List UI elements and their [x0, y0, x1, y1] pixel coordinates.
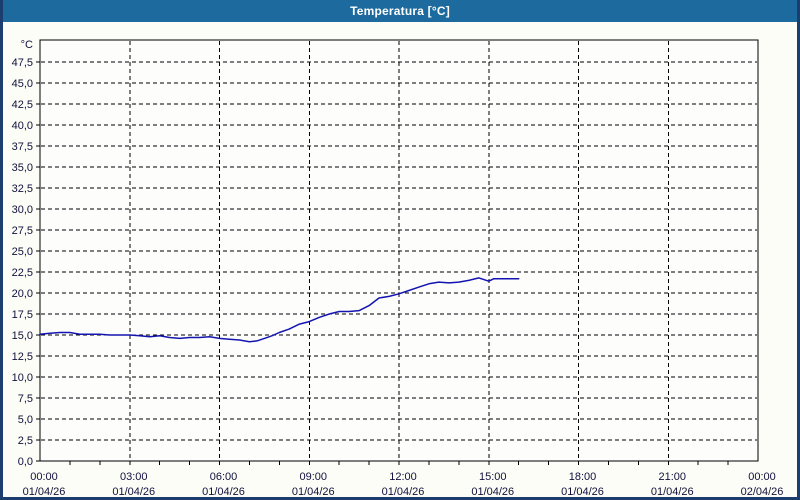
y-tick-label: 45,0	[12, 78, 33, 90]
x-labels: 00:00 01/04/26 03:00 01/04/26 06:00 01/04/26 0…	[23, 471, 784, 497]
x-tick-date-label: 01/04/26	[112, 486, 155, 497]
y-tick-label: 2,5	[18, 435, 33, 447]
x-tick-date-label: 01/04/26	[471, 486, 514, 497]
chart-canvas: 0,0 2,5 5,0 7,5 10,0 12,5 15,0 17,5 20,0 22,5 25,0…	[12, 39, 784, 497]
x-tick-time-label: 12:00	[389, 471, 417, 483]
x-tick-date-label: 01/04/26	[292, 486, 335, 497]
y-tick-label: 0,0	[18, 456, 33, 468]
x-tick-time-label: 06:00	[210, 471, 238, 483]
x-tick-time-label: 15:00	[479, 471, 507, 483]
window-title: Temperatura [°C]	[3, 0, 797, 22]
y-tick-label: 27,5	[12, 225, 33, 237]
temperature-series-line	[39, 277, 520, 343]
y-tick-label: 42,5	[12, 99, 33, 111]
y-tick-label: 47,5	[12, 57, 33, 69]
y-tick-label: 35,0	[12, 162, 33, 174]
x-tick-date-label: 02/04/26	[741, 486, 784, 497]
y-tick-label: 7,5	[18, 393, 33, 405]
x-tick-date-label: 01/04/26	[382, 486, 425, 497]
y-tick-label: 22,5	[12, 267, 33, 279]
y-tick-label: 25,0	[12, 246, 33, 258]
x-tick-date-label: 01/04/26	[561, 486, 604, 497]
x-tick-time-label: 09:00	[299, 471, 327, 483]
y-tick-label: 30,0	[12, 204, 33, 216]
x-grid	[69, 41, 729, 465]
y-tick-label: 12,5	[12, 351, 33, 363]
x-tick-time-label: 18:00	[569, 471, 597, 483]
x-tick-time-label: 21:00	[658, 471, 686, 483]
temperature-chart: 0,0 2,5 5,0 7,5 10,0 12,5 15,0 17,5 20,0 22,5 25,0…	[3, 22, 797, 497]
y-tick-label: 37,5	[12, 141, 33, 153]
y-tick-label: 20,0	[12, 288, 33, 300]
x-tick-time-label: 03:00	[120, 471, 148, 483]
y-tick-label: 40,0	[12, 120, 33, 132]
x-tick-time-label: 00:00	[748, 471, 776, 483]
y-tick-label: 17,5	[12, 309, 33, 321]
y-tick-label: 10,0	[12, 372, 33, 384]
y-axis-unit-label: °C	[21, 39, 33, 51]
y-tick-label: 15,0	[12, 330, 33, 342]
x-tick-date-label: 01/04/26	[23, 486, 66, 497]
x-tick-time-label: 00:00	[30, 471, 58, 483]
y-tick-label: 32,5	[12, 183, 33, 195]
y-tick-label: 5,0	[18, 414, 33, 426]
x-tick-date-label: 01/04/26	[651, 486, 694, 497]
x-tick-date-label: 01/04/26	[202, 486, 245, 497]
